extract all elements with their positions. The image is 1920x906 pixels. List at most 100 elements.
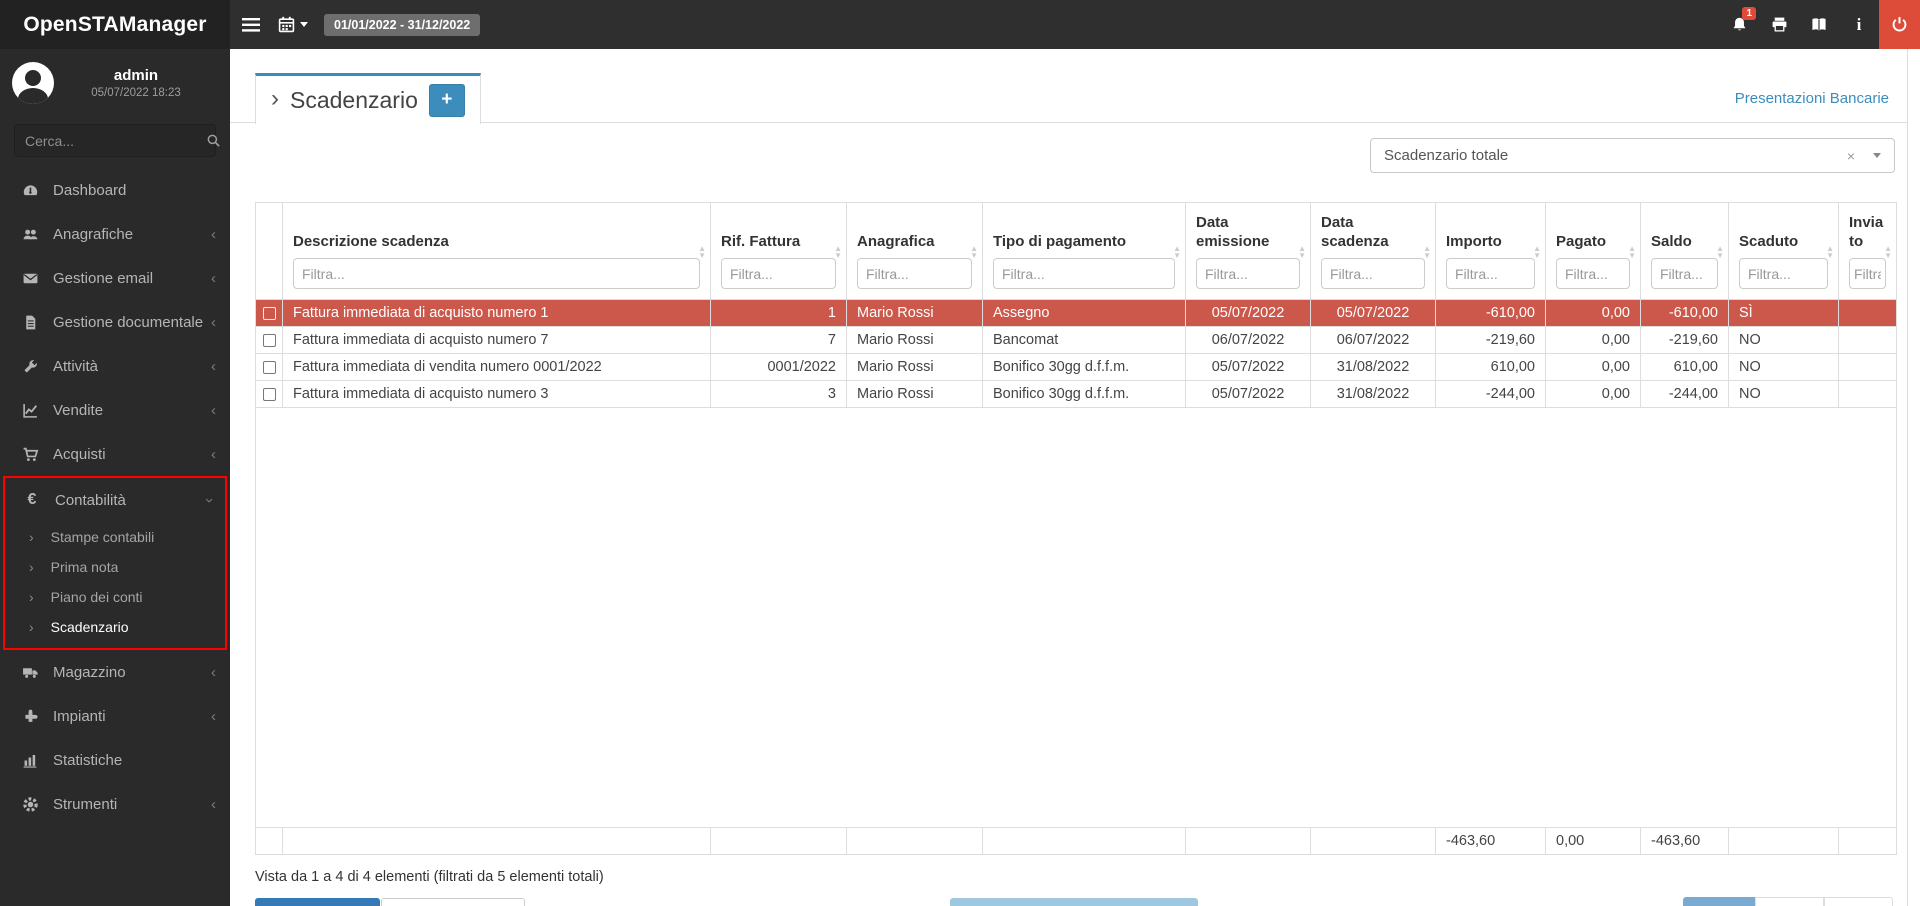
col-inviato[interactable]: Inviato ▲ ▼ xyxy=(1838,202,1897,300)
cell: Fattura immediata di vendita numero 0001… xyxy=(282,353,711,381)
chevron-left-icon: ‹ xyxy=(211,707,216,725)
filter-input-importo[interactable] xyxy=(1446,258,1535,289)
filter-input-pagato[interactable] xyxy=(1556,258,1630,289)
cell: 05/07/2022 xyxy=(1310,299,1436,327)
filter-input-anagrafica[interactable] xyxy=(857,258,972,289)
bulk-action-dropdown[interactable]: ⌄ xyxy=(381,898,525,906)
sidebar-item-vendite[interactable]: Vendite ‹ xyxy=(0,388,230,432)
col-scaduto[interactable]: Scaduto ▲ ▼ xyxy=(1728,202,1839,300)
col-data-scadenza[interactable]: Data scadenza ▲ ▼ xyxy=(1310,202,1436,300)
col-tipo-pagamento[interactable]: Tipo di pagamento ▲ ▼ xyxy=(982,202,1186,300)
cart-icon xyxy=(20,446,40,463)
print-button[interactable] xyxy=(1759,0,1799,49)
row-checkbox[interactable] xyxy=(262,333,276,347)
sidebar-item-contabilita[interactable]: € Contabilità ‹ xyxy=(5,478,225,522)
row-checkbox[interactable] xyxy=(262,387,276,401)
col-anagrafica[interactable]: Anagrafica ▲ ▼ xyxy=(846,202,983,300)
table-empty-space xyxy=(255,407,1897,828)
search-icon[interactable] xyxy=(206,133,221,148)
sidebar-subitem-stampe-contabili[interactable]: › Stampe contabili xyxy=(5,522,225,552)
sidebar-item-strumenti[interactable]: Strumenti ‹ xyxy=(0,782,230,826)
col-rif-fattura[interactable]: Rif. Fattura ▲ ▼ xyxy=(710,202,847,300)
sidebar-item-label: Strumenti xyxy=(53,795,118,813)
presentazioni-bancarie-link[interactable]: Presentazioni Bancarie xyxy=(1734,90,1889,107)
col-descrizione-scadenza[interactable]: Descrizione scadenza ▲ ▼ xyxy=(282,202,711,300)
sidebar-item-impianti[interactable]: Impianti ‹ xyxy=(0,694,230,738)
sidebar-search xyxy=(14,124,220,157)
subitem-label: Prima nota xyxy=(50,559,119,575)
chevron-left-icon: ‹ xyxy=(211,269,216,287)
sidebar-item-statistiche[interactable]: Statistiche xyxy=(0,738,230,782)
notifications-button[interactable]: 1 xyxy=(1719,0,1759,49)
filter-input-data-emissione[interactable] xyxy=(1196,258,1300,289)
filter-input-rif-fattura[interactable] xyxy=(721,258,836,289)
bulk-action-button[interactable] xyxy=(255,898,380,906)
col-checkbox xyxy=(255,202,283,300)
cell xyxy=(710,827,847,855)
sort-icons: ▲ ▼ xyxy=(834,244,842,260)
table-row[interactable]: Fattura immediata di acquisto numero 1 1… xyxy=(255,299,1897,327)
sidebar-item-gestione-email[interactable]: Gestione email ‹ xyxy=(0,256,230,300)
cell: 7 xyxy=(710,326,847,354)
cell: SÌ xyxy=(1728,299,1839,327)
power-icon xyxy=(1891,16,1908,33)
filter-input-scaduto[interactable] xyxy=(1739,258,1828,289)
cell: -219,60 xyxy=(1640,326,1729,354)
filter-input-data-scadenza[interactable] xyxy=(1321,258,1425,289)
sidebar-item-dashboard[interactable]: Dashboard xyxy=(0,168,230,212)
chevron-left-icon: ‹ xyxy=(211,313,216,331)
logout-button[interactable] xyxy=(1879,0,1920,49)
filter-input-saldo[interactable] xyxy=(1651,258,1718,289)
contabilita-highlight-box: € Contabilità ‹ › Stampe contabili › Pri… xyxy=(3,476,227,650)
page-button-active[interactable] xyxy=(1683,897,1755,906)
info-button[interactable]: i xyxy=(1839,0,1879,49)
cell: 31/08/2022 xyxy=(1310,380,1436,408)
truck-icon xyxy=(20,664,40,681)
table-row[interactable]: Fattura immediata di acquisto numero 7 7… xyxy=(255,326,1897,354)
sort-icons: ▲ ▼ xyxy=(1628,244,1636,260)
tab-scadenzario[interactable]: › Scadenzario + xyxy=(255,73,481,124)
row-checkbox[interactable] xyxy=(262,306,276,320)
sidebar-subitem-scadenzario[interactable]: › Scadenzario xyxy=(5,612,225,642)
docs-button[interactable] xyxy=(1799,0,1839,49)
user-panel: admin 05/07/2022 18:23 xyxy=(0,49,230,114)
sidebar-item-magazzino[interactable]: Magazzino ‹ xyxy=(0,650,230,694)
search-input[interactable] xyxy=(25,132,206,149)
add-record-button[interactable]: + xyxy=(428,83,465,117)
sidebar-item-acquisti[interactable]: Acquisti ‹ xyxy=(0,432,230,476)
col-data-emissione[interactable]: Data emissione ▲ ▼ xyxy=(1185,202,1311,300)
gear-icon xyxy=(20,796,40,813)
sidebar-subitem-prima-nota[interactable]: › Prima nota xyxy=(5,552,225,582)
row-checkbox[interactable] xyxy=(262,360,276,374)
calendar-menu-button[interactable] xyxy=(278,16,308,33)
sort-icons: ▲ ▼ xyxy=(1423,244,1431,260)
sidebar-item-gestione-documentale[interactable]: Gestione documentale ‹ xyxy=(0,300,230,344)
sidebar-subitem-piano-dei-conti[interactable]: › Piano dei conti xyxy=(5,582,225,612)
page-button[interactable] xyxy=(1755,897,1824,906)
col-importo[interactable]: Importo ▲ ▼ xyxy=(1435,202,1546,300)
page-button[interactable] xyxy=(1824,897,1893,906)
filter-input-tipo-pagamento[interactable] xyxy=(993,258,1175,289)
view-filter-select[interactable]: Scadenzario totale × xyxy=(1370,138,1895,173)
chevron-right-icon: › xyxy=(29,529,34,545)
cell: 05/07/2022 xyxy=(1185,380,1311,408)
cell: 06/07/2022 xyxy=(1185,326,1311,354)
col-saldo[interactable]: Saldo ▲ ▼ xyxy=(1640,202,1729,300)
secondary-action-button[interactable] xyxy=(950,898,1198,906)
clear-selection-icon[interactable]: × xyxy=(1846,147,1855,164)
sidebar-toggle-button[interactable] xyxy=(230,0,272,49)
cell xyxy=(255,827,283,855)
filter-input-inviato[interactable] xyxy=(1849,258,1886,289)
col-pagato[interactable]: Pagato ▲ ▼ xyxy=(1545,202,1641,300)
sidebar-item-attivita[interactable]: Attività ‹ xyxy=(0,344,230,388)
cell xyxy=(1838,326,1897,354)
sidebar-item-anagrafiche[interactable]: Anagrafiche ‹ xyxy=(0,212,230,256)
caret-down-icon[interactable] xyxy=(1873,153,1881,158)
table-row[interactable]: Fattura immediata di vendita numero 0001… xyxy=(255,353,1897,381)
filter-input-descrizione[interactable] xyxy=(293,258,700,289)
sidebar-item-label: Impianti xyxy=(53,707,106,725)
chevron-left-icon: ‹ xyxy=(211,225,216,243)
table-row[interactable]: Fattura immediata di acquisto numero 3 3… xyxy=(255,380,1897,408)
date-range-badge[interactable]: 01/01/2022 - 31/12/2022 xyxy=(324,13,481,36)
total-saldo: -463,60 xyxy=(1640,827,1729,855)
